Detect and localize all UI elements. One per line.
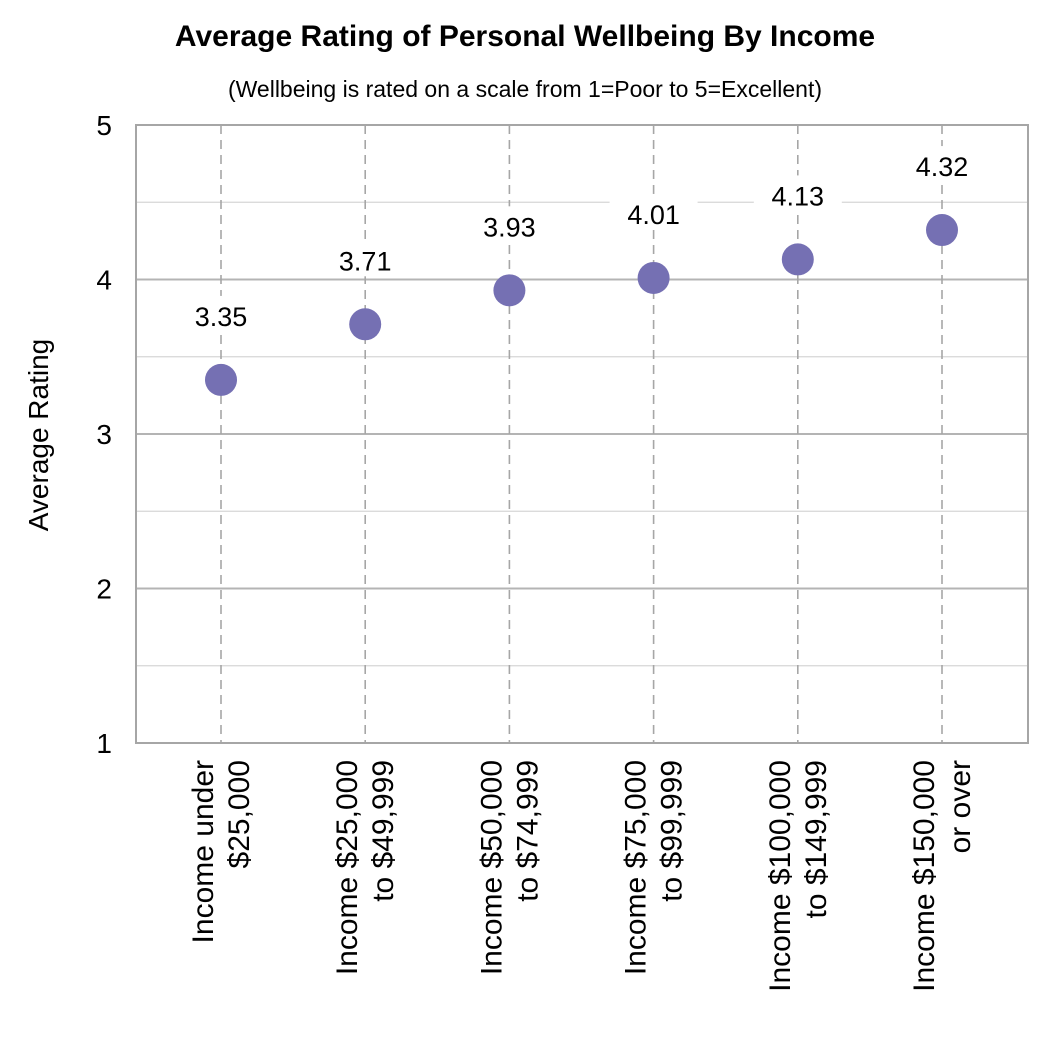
x-tick-label: Income $50,000 to $74,999 (475, 760, 544, 975)
y-tick-label: 2 (96, 574, 112, 605)
data-point (349, 308, 382, 341)
data-label-background (321, 240, 410, 277)
data-point (637, 261, 670, 294)
x-tick-label-line: Income $50,000 (475, 760, 508, 975)
x-tick-label-line: to $49,999 (367, 760, 400, 902)
data-label: 4.13 (772, 181, 825, 211)
chart-subtitle: (Wellbeing is rated on a scale from 1=Po… (228, 76, 822, 102)
category-droplines (220, 125, 943, 743)
data-label: 4.32 (916, 152, 969, 182)
data-label: 3.71 (339, 246, 392, 276)
x-tick-label-line: Income $75,000 (620, 760, 653, 975)
data-point (781, 243, 814, 276)
y-axis-title: Average Rating (23, 339, 54, 532)
data-label: 3.35 (195, 302, 248, 332)
data-label-background (898, 146, 986, 183)
data-label: 3.93 (483, 212, 536, 242)
x-tick-label-line: to $99,999 (656, 760, 689, 902)
data-point (493, 274, 526, 307)
data-label: 4.01 (627, 200, 680, 230)
x-tick-label: Income $100,000 to $149,999 (764, 760, 833, 992)
gridlines (136, 201, 1028, 667)
y-tick-label: 4 (96, 265, 112, 296)
x-tick-label: Income $75,000 to $99,999 (620, 760, 689, 975)
y-tick-label: 3 (96, 419, 112, 450)
x-tick-label: Income $150,000 or over (908, 760, 977, 992)
data-label-background (609, 193, 698, 230)
data-label-background (753, 175, 842, 212)
x-tick-label-line: Income $150,000 (908, 760, 941, 992)
y-tick-label: 5 (96, 110, 112, 141)
x-tick-label-line: to $74,999 (511, 760, 544, 902)
data-labels: 3.35 3.71 3.93 4.01 4.13 4.32 (177, 146, 986, 332)
data-point (926, 214, 958, 247)
x-tick-label-line: Income $25,000 (331, 760, 364, 975)
x-tick-label: Income under $25,000 (187, 760, 256, 943)
x-tick-labels: Income under $25,000 Income $25,000 to $49,… (187, 760, 977, 992)
y-tick-labels: 1 2 3 4 5 (96, 110, 112, 759)
x-tick-label-line: $25,000 (223, 760, 256, 868)
x-tick-label-line: or over (944, 760, 977, 853)
data-label-background (465, 206, 554, 243)
x-tick-label-line: Income under (187, 760, 220, 943)
y-tick-label: 1 (96, 728, 112, 759)
data-points (205, 214, 958, 396)
data-label-background (177, 295, 265, 332)
plot-area-border (135, 124, 1029, 744)
x-tick-label-line: Income $100,000 (764, 760, 797, 992)
data-point (205, 363, 237, 396)
chart-title: Average Rating of Personal Wellbeing By … (175, 20, 875, 53)
x-tick-label: Income $25,000 to $49,999 (331, 760, 400, 975)
x-tick-label-line: to $149,999 (800, 760, 833, 918)
